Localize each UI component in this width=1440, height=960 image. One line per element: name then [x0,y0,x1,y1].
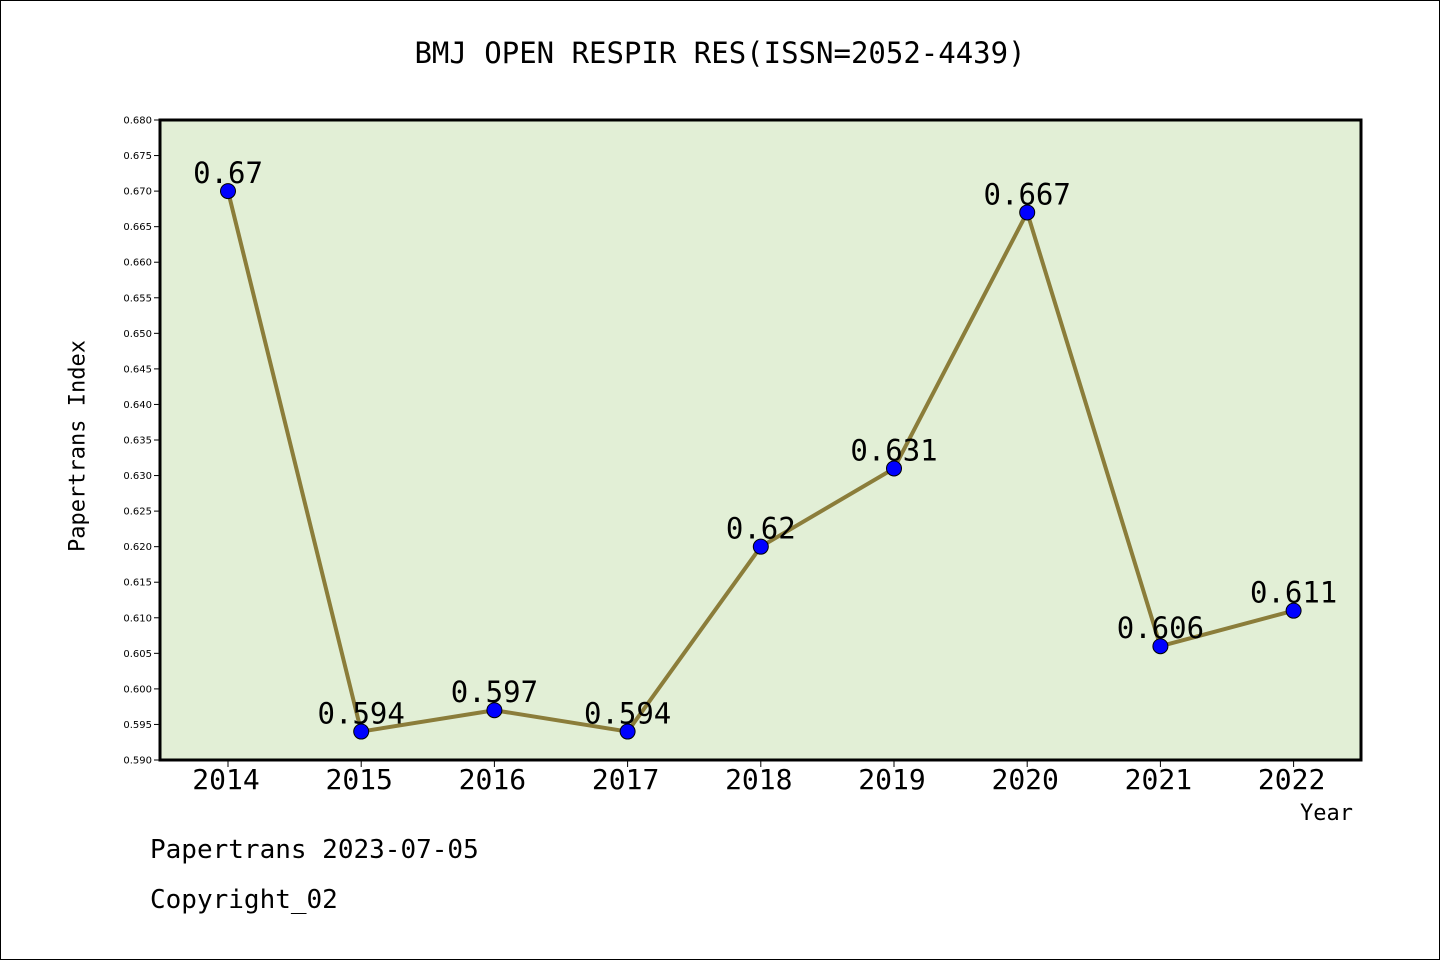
y-tick-label: 0.620 [123,542,152,553]
y-tick-label: 0.615 [123,578,152,589]
data-label: 0.611 [1250,576,1337,610]
x-tick-label: 2016 [459,763,526,796]
data-label: 0.62 [726,512,796,546]
y-tick-label: 0.675 [123,151,152,162]
data-label: 0.667 [984,177,1071,211]
data-point [752,538,769,555]
x-tick-label: 2021 [1125,763,1192,796]
x-tick-label: 2018 [725,763,792,796]
data-label: 0.597 [451,675,538,709]
data-point [1285,602,1302,619]
y-tick-label: 0.670 [123,187,152,198]
plot-area [160,120,1361,760]
y-tick-label: 0.655 [123,293,152,304]
data-point [886,460,902,477]
data-label: 0.67 [193,156,263,190]
plot-border [158,118,1363,762]
y-tick-label: 0.600 [123,684,152,695]
data-point [486,702,503,719]
y-tick-label: 0.650 [123,329,152,340]
data-label: 0.631 [850,433,937,467]
x-axis-label: Year [1300,801,1353,826]
data-label: 0.606 [1117,611,1204,645]
y-tick-label: 0.640 [123,400,152,411]
data-point [1152,638,1169,655]
data-label: 0.594 [318,697,405,731]
x-tick-label: 2022 [1258,763,1325,796]
y-tick-label: 0.590 [123,756,152,767]
footer-copyright: Copyright_02 [150,885,338,915]
y-tick-label: 0.680 [123,116,152,127]
data-point [353,723,370,740]
data-point [220,183,236,200]
y-tick-label: 0.660 [123,258,152,269]
y-tick-label: 0.665 [123,222,152,233]
data-point [619,723,636,740]
data-label: 0.594 [584,697,671,731]
y-tick-label: 0.595 [123,720,152,731]
y-tick-label: 0.625 [123,507,152,518]
y-tick-label: 0.645 [123,364,152,375]
chart-title: BMJ OPEN RESPIR RES(ISSN=2052-4439) [414,36,1026,70]
x-tick-label: 2014 [192,763,259,796]
footer-date: Papertrans 2023-07-05 [150,835,479,865]
x-tick-label: 2017 [592,763,659,796]
x-tick-label: 2020 [991,763,1058,796]
x-tick-label: 2019 [858,763,925,796]
y-tick-label: 0.635 [123,436,152,447]
data-point [1019,204,1036,221]
y-tick-label: 0.610 [123,613,152,624]
y-tick-label: 0.605 [123,649,152,660]
y-tick-label: 0.630 [123,471,152,482]
x-tick-label: 2015 [325,763,392,796]
